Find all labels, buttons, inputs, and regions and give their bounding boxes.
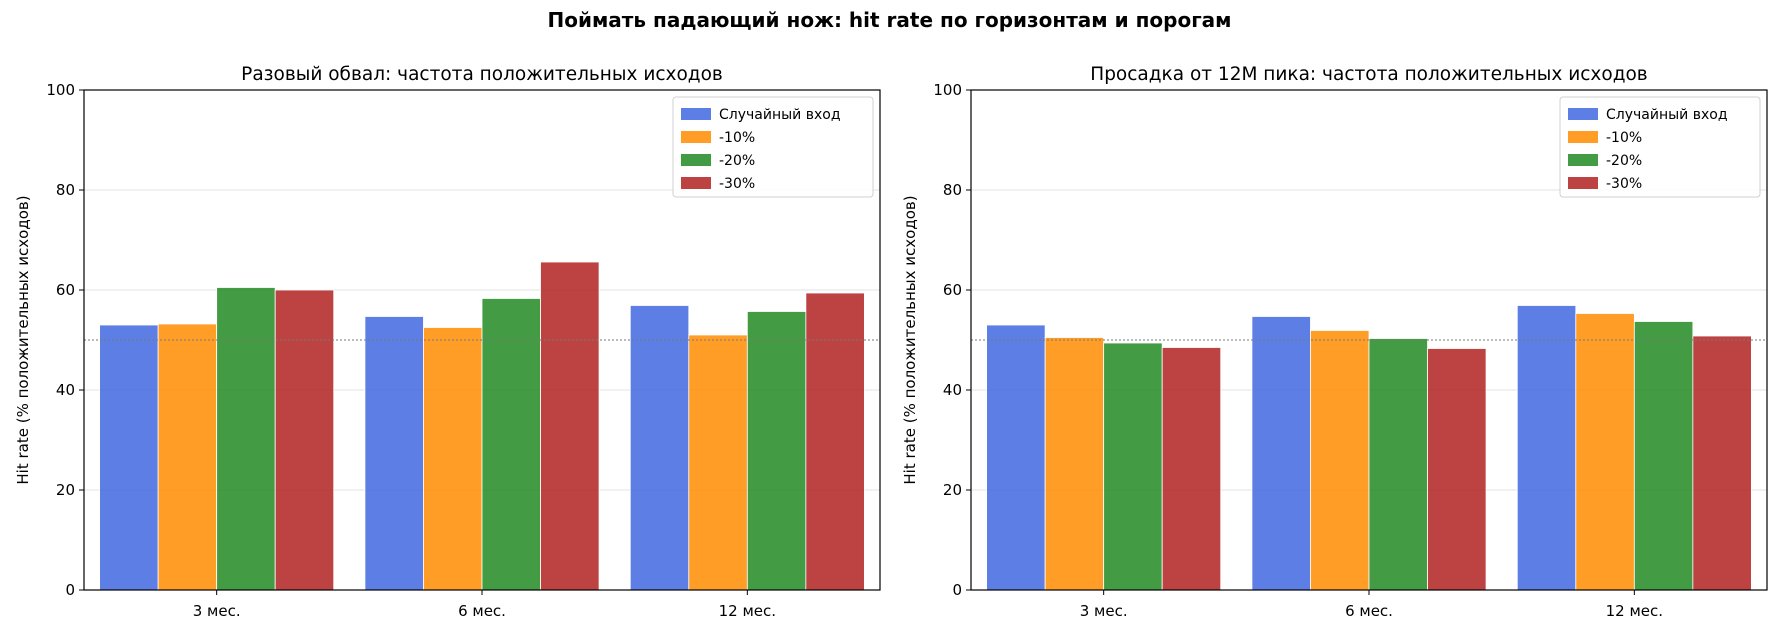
legend-label: -30% <box>1606 176 1642 192</box>
bar <box>99 324 159 591</box>
bar <box>157 323 218 591</box>
bar <box>1161 347 1222 591</box>
legend-label: -10% <box>1606 130 1642 146</box>
bar <box>364 316 424 591</box>
y-tick-label: 100 <box>46 81 75 99</box>
legend-box <box>1559 96 1761 198</box>
bar <box>540 261 600 591</box>
x-tick-label: 12 мес. <box>719 602 776 620</box>
bar <box>1575 313 1635 591</box>
legend-label: -30% <box>719 176 755 192</box>
bar <box>1251 316 1311 591</box>
y-tick-label: 40 <box>943 381 962 399</box>
x-tick-label: 3 мес. <box>193 602 241 620</box>
figure-title: Поймать падающий нож: hit rate по горизо… <box>547 8 1232 32</box>
legend-swatch <box>1568 177 1598 189</box>
bar <box>688 334 748 591</box>
panel-title: Разовый обвал: частота положительных исх… <box>241 64 723 85</box>
legend-swatch <box>681 108 711 120</box>
legend-swatch <box>681 154 711 166</box>
y-tick-label: 0 <box>65 581 75 599</box>
legend-swatch <box>1568 108 1598 120</box>
bar <box>1427 348 1487 591</box>
x-tick-label: 3 мес. <box>1080 602 1128 620</box>
bar <box>746 311 807 591</box>
bar <box>1044 337 1105 591</box>
legend-swatch <box>1568 131 1598 143</box>
legend-label: -20% <box>719 153 755 169</box>
bar <box>1692 335 1752 591</box>
bar <box>986 324 1046 591</box>
bar <box>481 298 541 591</box>
bar <box>805 292 865 591</box>
bar <box>1310 330 1370 591</box>
legend-label: -10% <box>719 130 755 146</box>
legend-label: Случайный вход <box>1606 107 1728 123</box>
x-tick-label: 6 мес. <box>1345 602 1393 620</box>
x-tick-label: 12 мес. <box>1606 602 1663 620</box>
y-tick-label: 60 <box>943 281 962 299</box>
y-tick-label: 60 <box>56 281 75 299</box>
bar <box>1368 338 1428 591</box>
bar <box>274 289 335 591</box>
y-tick-label: 40 <box>56 381 75 399</box>
legend-label: -20% <box>1606 153 1642 169</box>
y-tick-label: 0 <box>952 581 962 599</box>
legend-box <box>672 96 874 198</box>
legend-swatch <box>681 177 711 189</box>
bar <box>1516 305 1577 591</box>
y-axis-label: Hit rate (% положительных исходов) <box>901 195 919 484</box>
y-axis-label: Hit rate (% положительных исходов) <box>14 195 32 484</box>
legend-label: Случайный вход <box>719 107 841 123</box>
panel-title: Просадка от 12М пика: частота положитель… <box>1090 64 1647 85</box>
legend-swatch <box>1568 154 1598 166</box>
y-tick-label: 80 <box>56 181 75 199</box>
bar <box>1103 342 1163 591</box>
bar <box>629 305 690 591</box>
legend-swatch <box>681 131 711 143</box>
y-tick-label: 20 <box>943 481 962 499</box>
y-tick-label: 80 <box>943 181 962 199</box>
bar <box>423 327 483 591</box>
x-tick-label: 6 мес. <box>458 602 506 620</box>
y-tick-label: 100 <box>933 81 962 99</box>
bar <box>1633 321 1694 591</box>
y-tick-label: 20 <box>56 481 75 499</box>
bar <box>216 287 276 591</box>
